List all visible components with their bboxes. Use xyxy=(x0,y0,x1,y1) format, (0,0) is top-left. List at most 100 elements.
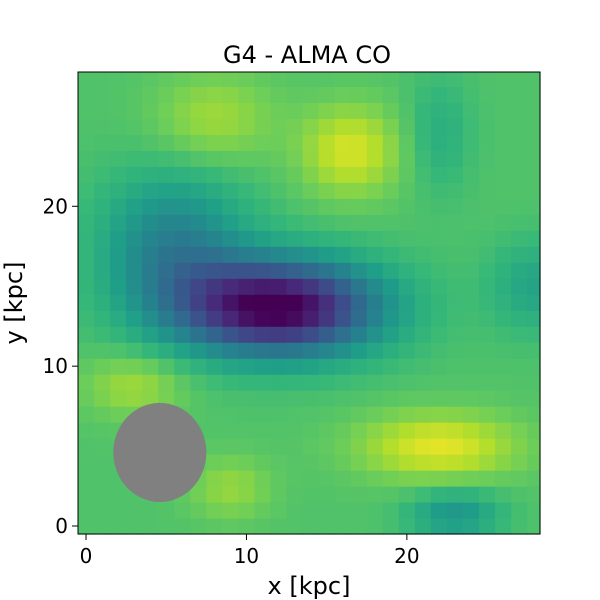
heatmap-cell xyxy=(286,518,304,535)
heatmap-cell xyxy=(270,214,288,231)
heatmap-cell xyxy=(479,422,496,439)
heatmap-cell xyxy=(94,406,111,423)
heatmap-cell xyxy=(398,262,416,279)
heatmap-cell xyxy=(366,358,384,375)
heatmap-cell xyxy=(527,294,541,311)
heatmap-cell xyxy=(110,502,127,519)
heatmap-cell xyxy=(238,150,256,167)
heatmap-cell xyxy=(446,310,464,327)
heatmap-cell xyxy=(110,310,127,327)
heatmap-cell xyxy=(222,310,240,327)
heatmap-cell xyxy=(238,102,256,119)
heatmap-cell xyxy=(78,294,95,311)
heatmap-cell xyxy=(463,230,480,247)
heatmap-cell xyxy=(286,246,304,263)
heatmap-cell xyxy=(78,390,95,407)
heatmap-cell xyxy=(430,374,448,391)
heatmap-cell xyxy=(238,118,256,135)
heatmap-cell xyxy=(158,118,175,135)
heatmap-cell xyxy=(446,502,464,519)
heatmap-cell xyxy=(382,214,400,231)
heatmap-cell xyxy=(318,262,336,279)
heatmap-cell xyxy=(463,358,480,375)
heatmap-cell xyxy=(430,486,448,503)
heatmap-cell xyxy=(286,118,304,135)
heatmap-cell xyxy=(511,326,528,343)
heatmap-cell xyxy=(158,310,175,327)
heatmap-cell xyxy=(463,454,480,471)
heatmap-cell xyxy=(158,134,175,151)
heatmap-cell xyxy=(206,278,223,295)
heatmap-cell xyxy=(158,518,175,535)
heatmap-cell xyxy=(527,102,541,119)
heatmap-cell xyxy=(254,374,272,391)
heatmap-cell xyxy=(286,342,304,359)
heatmap-cell xyxy=(382,262,400,279)
heatmap-cell xyxy=(142,518,159,535)
heatmap-cell xyxy=(254,422,272,439)
heatmap-cell xyxy=(254,118,272,135)
heatmap-cell xyxy=(495,358,512,375)
heatmap-cell xyxy=(350,166,368,183)
heatmap-cell xyxy=(398,86,416,103)
heatmap-cell xyxy=(479,118,496,135)
heatmap-cell xyxy=(190,230,207,247)
heatmap-cell xyxy=(238,454,256,471)
heatmap-cell xyxy=(286,358,304,375)
heatmap-cell xyxy=(254,134,272,151)
heatmap-cell xyxy=(479,358,496,375)
heatmap-cell xyxy=(350,486,368,503)
heatmap-cell xyxy=(94,262,111,279)
heatmap-cell xyxy=(190,102,207,119)
heatmap-cell xyxy=(479,470,496,487)
heatmap-cell xyxy=(286,486,304,503)
heatmap-cell xyxy=(479,278,496,295)
heatmap-cell xyxy=(479,134,496,151)
heatmap-cell xyxy=(463,150,480,167)
heatmap-cell xyxy=(495,438,512,455)
heatmap-cell xyxy=(334,150,352,167)
heatmap-cell xyxy=(206,406,223,423)
heatmap-cell xyxy=(190,358,207,375)
heatmap-cell xyxy=(302,278,320,295)
heatmap-cell xyxy=(495,294,512,311)
heatmap-cell xyxy=(366,406,384,423)
heatmap-cell xyxy=(479,214,496,231)
heatmap-cell xyxy=(158,198,175,215)
heatmap-cell xyxy=(366,310,384,327)
heatmap-cell xyxy=(110,342,127,359)
heatmap-cell xyxy=(206,72,223,87)
heatmap-cell xyxy=(398,182,416,199)
heatmap-cell xyxy=(414,150,432,167)
heatmap-cell xyxy=(398,214,416,231)
heatmap-cell xyxy=(238,342,256,359)
heatmap-cell xyxy=(78,118,95,135)
heatmap-cell xyxy=(238,326,256,343)
heatmap-cell xyxy=(142,374,159,391)
heatmap-cell xyxy=(190,374,207,391)
heatmap-cell xyxy=(511,262,528,279)
heatmap-cell xyxy=(94,230,111,247)
heatmap-cell xyxy=(479,486,496,503)
heatmap-cell xyxy=(479,182,496,199)
heatmap-cell xyxy=(126,294,143,311)
heatmap-cell xyxy=(414,246,432,263)
heatmap-cell xyxy=(414,502,432,519)
heatmap-cell xyxy=(110,326,127,343)
heatmap-cell xyxy=(238,246,256,263)
heatmap-cell xyxy=(350,390,368,407)
heatmap-cell xyxy=(527,358,541,375)
heatmap-cell xyxy=(511,310,528,327)
heatmap-cell xyxy=(222,230,240,247)
heatmap-cell xyxy=(398,72,416,87)
heatmap-cell xyxy=(254,214,272,231)
heatmap-cell xyxy=(254,230,272,247)
heatmap-cell xyxy=(110,134,127,151)
heatmap-cell xyxy=(174,262,191,279)
heatmap-cell xyxy=(463,246,480,263)
heatmap-cell xyxy=(94,134,111,151)
heatmap-cell xyxy=(527,246,541,263)
heatmap-cell xyxy=(479,374,496,391)
heatmap-cell xyxy=(334,390,352,407)
heatmap-cell xyxy=(222,182,240,199)
